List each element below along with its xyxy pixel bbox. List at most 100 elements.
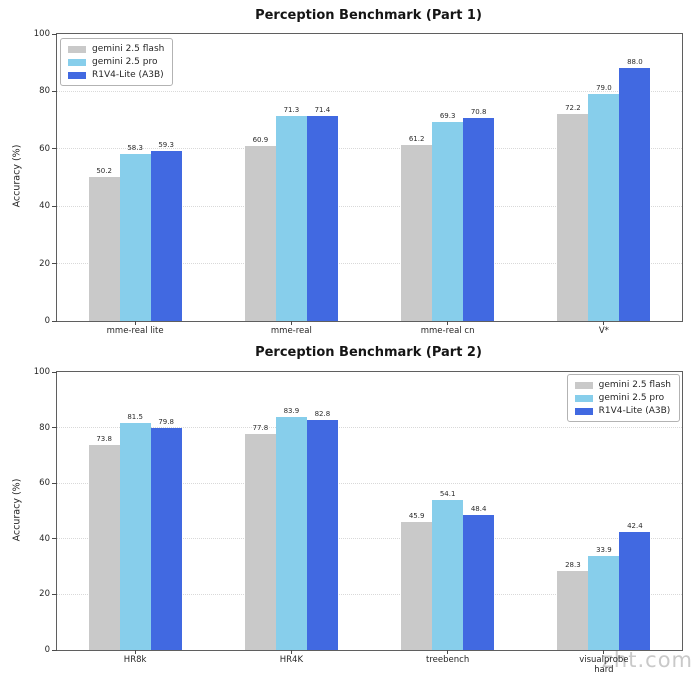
y-tick-label: 100 <box>33 367 50 377</box>
gridline <box>57 593 682 595</box>
x-tick-label: HR4K <box>279 655 304 665</box>
bar-value-label: 81.5 <box>127 413 143 422</box>
y-axis-label: Accuracy (%) <box>11 144 23 208</box>
bar <box>463 117 495 321</box>
y-tick-mark <box>52 263 57 265</box>
x-tick-mark <box>447 650 449 654</box>
gridline <box>57 205 682 207</box>
bar-value-label: 48.4 <box>470 505 487 514</box>
y-tick-mark <box>52 90 57 92</box>
bar-value-label: 45.9 <box>408 512 425 521</box>
bar-value-label: 69.3 <box>439 112 456 121</box>
x-tick-label: HR8k <box>123 655 147 665</box>
bar <box>88 444 120 650</box>
bar-value-label: 77.8 <box>252 423 269 432</box>
legend: gemini 2.5 flash gemini 2.5 pro R1V4-Lite … <box>60 38 174 86</box>
bar-value-label: 79.8 <box>158 418 174 427</box>
legend-swatch <box>574 381 593 389</box>
y-tick-label: 100 <box>33 29 50 39</box>
bar-value-label: 28.3 <box>565 561 581 570</box>
bar-value-label: 60.9 <box>252 136 269 145</box>
x-tick-label: mme-real <box>270 326 312 336</box>
legend-label: gemini 2.5 flash <box>92 44 165 54</box>
y-tick-mark <box>52 320 57 322</box>
legend-item: gemini 2.5 pro <box>574 393 671 403</box>
chart-part-2: Perception Benchmark (Part 2) Accuracy (… <box>0 338 696 680</box>
y-tick-label: 60 <box>39 143 50 154</box>
bar-value-label: 54.1 <box>439 489 456 498</box>
bar <box>557 571 589 650</box>
gridline <box>57 482 682 484</box>
y-tick-mark <box>52 205 57 207</box>
bar-value-label: 71.4 <box>314 106 331 115</box>
y-tick-label: 80 <box>39 422 50 433</box>
x-tick-label: mme-real cn <box>420 326 475 336</box>
chart-title: Perception Benchmark (Part 1) <box>255 8 482 23</box>
chart-title: Perception Benchmark (Part 2) <box>255 345 482 360</box>
bar-value-label: 58.3 <box>127 143 143 152</box>
x-tick-mark <box>134 650 136 654</box>
plot-area: 0 20 40 60 80 100 50.2 60.9 61.2 72.2 58.3 71.3 69.3… <box>34 29 683 336</box>
legend-item: R1V4-Lite (A3B) <box>68 70 164 80</box>
gridline <box>57 427 682 429</box>
bar <box>244 433 276 650</box>
bar-value-label: 33.9 <box>596 545 612 554</box>
y-tick-label: 0 <box>44 316 50 326</box>
bar <box>88 176 120 321</box>
y-tick-mark <box>52 371 57 373</box>
y-tick-mark <box>52 649 57 651</box>
legend-swatch <box>574 394 593 402</box>
bar-value-label: 70.8 <box>470 107 487 116</box>
bar-value-label: 59.3 <box>158 140 174 149</box>
bar <box>275 116 307 321</box>
bar-value-label: 42.4 <box>627 522 643 531</box>
bar <box>244 146 276 321</box>
y-tick-label: 60 <box>39 478 50 489</box>
bar-value-label: 73.8 <box>96 434 112 443</box>
legend-swatch <box>68 45 86 53</box>
legend-label: gemini 2.5 flash <box>598 380 671 390</box>
x-tick-label: mme-real lite <box>106 326 164 336</box>
bar-value-label: 72.2 <box>565 103 581 112</box>
legend-label: R1V4-Lite (A3B) <box>598 406 671 416</box>
bar <box>150 428 182 650</box>
y-tick-mark <box>52 593 57 595</box>
x-tick-label: treebench <box>426 655 470 665</box>
bar <box>557 113 589 321</box>
bar <box>119 423 151 650</box>
y-tick-label: 20 <box>39 258 50 269</box>
y-tick-label: 0 <box>44 645 50 655</box>
y-tick-label: 80 <box>39 86 50 97</box>
legend-item: gemini 2.5 pro <box>68 57 164 67</box>
x-tick-mark <box>603 650 605 654</box>
x-tick-mark <box>447 321 449 325</box>
bar <box>588 555 620 650</box>
bar <box>275 416 307 650</box>
bar-value-label: 88.0 <box>627 58 643 67</box>
bar-value-label: 79.0 <box>596 84 612 93</box>
chart-part-1: Perception Benchmark (Part 1) Accuracy (… <box>0 0 696 338</box>
legend-label: gemini 2.5 pro <box>92 57 158 67</box>
x-tick-label: V* <box>598 326 609 336</box>
plot-area: 0 20 40 60 80 100 73.8 77.8 45.9 28.3 81.5 83.9 54.1… <box>34 367 683 675</box>
watermark: zht.com <box>601 648 693 672</box>
bar-value-label: 82.8 <box>314 409 331 418</box>
gridline <box>57 263 682 265</box>
bar <box>432 499 464 650</box>
x-tick-label: visualprobe hard <box>579 655 629 675</box>
legend-label: R1V4-Lite (A3B) <box>92 70 164 80</box>
bar <box>463 515 495 650</box>
legend-item: gemini 2.5 flash <box>574 380 671 390</box>
gridline <box>57 148 682 150</box>
bar <box>150 150 182 321</box>
bar <box>619 68 651 321</box>
legend-item: gemini 2.5 flash <box>68 44 164 54</box>
bar-value-label: 50.2 <box>96 166 112 175</box>
x-tick-mark <box>290 321 292 325</box>
legend-label: gemini 2.5 pro <box>598 393 665 403</box>
bar <box>306 116 338 321</box>
y-tick-mark <box>52 33 57 35</box>
bar <box>588 94 620 321</box>
y-tick-label: 40 <box>39 201 50 212</box>
